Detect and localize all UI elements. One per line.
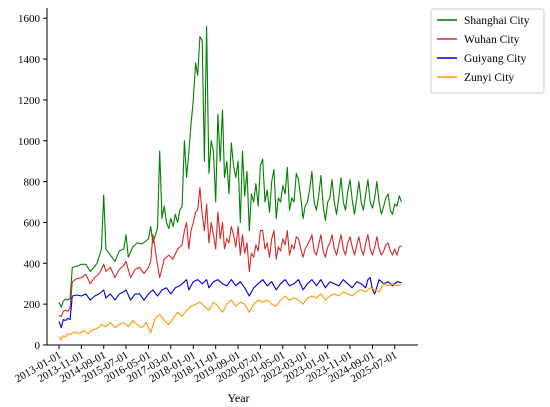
plot-lines <box>58 25 403 341</box>
y-tick-label: 1200 <box>18 95 41 107</box>
y-tick-label: 1000 <box>18 136 41 148</box>
y-tick-label: 800 <box>24 177 41 189</box>
legend-items: Shanghai City Wuhan City Guiyang City Zunyi… <box>437 15 530 84</box>
y-tick-label: 1600 <box>18 13 41 25</box>
series-line-4 <box>58 283 402 341</box>
x-ticks: 2013-01-012013-11-012014-09-012015-07-01… <box>13 345 399 385</box>
legend-label: Shanghai City <box>464 15 530 27</box>
y-tick-label: 200 <box>24 299 41 311</box>
y-tick-label: 0 <box>35 340 41 352</box>
y-ticks: 0 200 400 600 800 1000 1200 1400 1600 <box>18 13 47 352</box>
y-tick-label: 1400 <box>18 54 41 66</box>
axes <box>46 8 418 346</box>
legend-label: Guiyang City <box>464 53 527 65</box>
legend: Shanghai City Wuhan City Guiyang City Zunyi… <box>430 8 545 94</box>
legend-label: Wuhan City <box>464 34 520 46</box>
legend-box <box>430 8 545 94</box>
x-axis-title: Year <box>227 391 249 405</box>
series-line-3 <box>58 277 402 329</box>
legend-label: Zunyi City <box>464 72 514 84</box>
series-line-1 <box>58 25 403 308</box>
y-tick-label: 600 <box>24 217 41 229</box>
series-line-2 <box>58 187 402 317</box>
y-tick-label: 400 <box>24 258 41 270</box>
